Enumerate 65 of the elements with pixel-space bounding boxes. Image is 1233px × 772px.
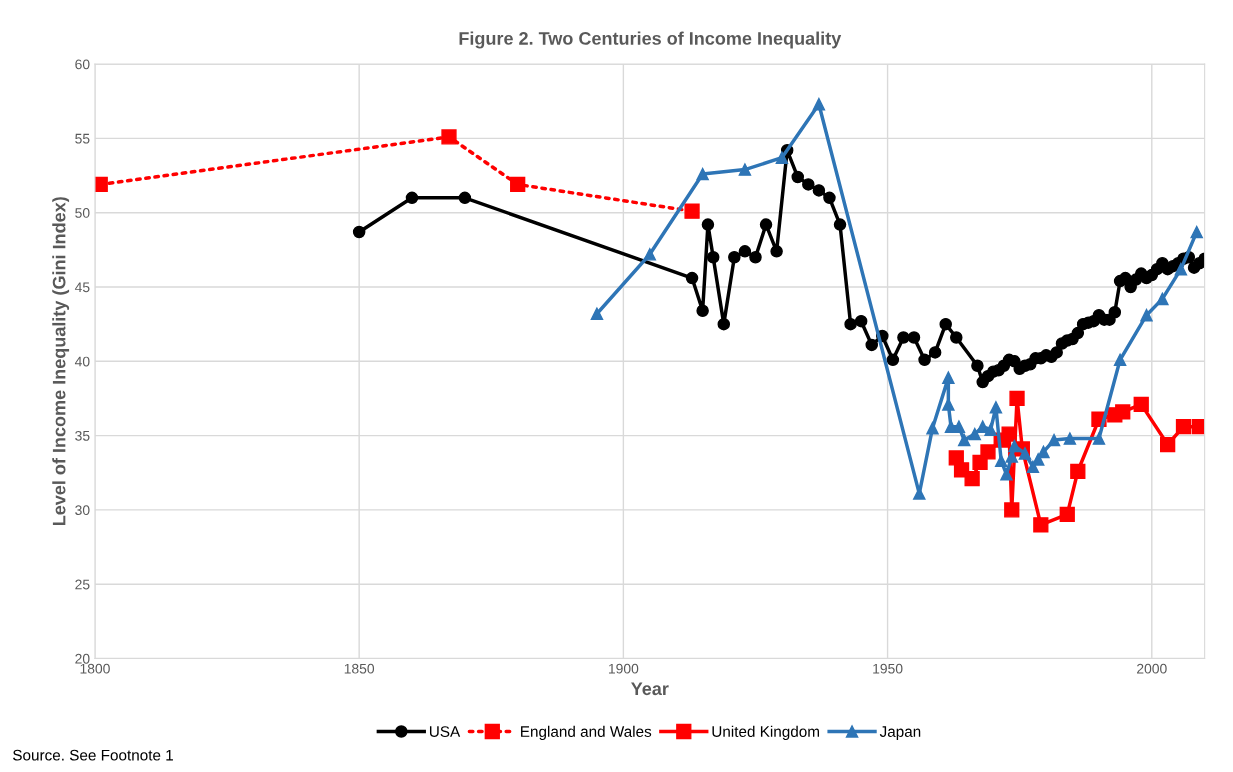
- point: [1018, 447, 1032, 460]
- legend-label: Japan: [879, 726, 921, 741]
- point: [994, 454, 1008, 468]
- point: [964, 471, 980, 487]
- y-tick-label: 30: [75, 505, 90, 516]
- point: [942, 371, 955, 384]
- point: [1070, 463, 1086, 479]
- chart-title: Figure 2. Two Centuries of Income Inequality: [459, 31, 842, 49]
- point: [1174, 262, 1188, 276]
- point: [1001, 426, 1017, 442]
- x-tick-label: 1800: [80, 663, 110, 674]
- point: [926, 421, 939, 435]
- point: [1000, 467, 1013, 481]
- point: [1190, 225, 1203, 239]
- point: [1140, 308, 1153, 322]
- legend-label: USA: [429, 726, 461, 737]
- y-tick-label: 60: [75, 59, 90, 70]
- point: [1033, 517, 1049, 533]
- point: [510, 176, 526, 193]
- point: [980, 444, 996, 460]
- point: [1113, 353, 1127, 367]
- y-tick-label: 50: [75, 208, 90, 218]
- point: [441, 129, 457, 145]
- point: [1005, 450, 1019, 463]
- point: [1156, 292, 1169, 306]
- y-tick-label: 35: [75, 430, 90, 441]
- point: [1047, 433, 1061, 447]
- y-tick-label: 45: [74, 282, 90, 293]
- point: [1160, 436, 1176, 453]
- point: [984, 423, 997, 436]
- point: [1004, 502, 1020, 518]
- y-tick-label: 55: [75, 133, 90, 144]
- legend-label: United Kingdom: [712, 725, 819, 741]
- point: [1115, 404, 1131, 420]
- y-tick-label: 40: [74, 356, 90, 367]
- x-axis-title: Year: [631, 682, 669, 696]
- point: [957, 433, 971, 447]
- point: [94, 176, 108, 193]
- point: [1133, 396, 1149, 413]
- point: [643, 248, 657, 261]
- point: [590, 307, 604, 320]
- y-tick-label: 20: [75, 653, 90, 664]
- legend-label: England and Wales: [521, 725, 652, 741]
- x-tick-label: 1900: [608, 663, 639, 674]
- y-tick-label: 25: [75, 579, 90, 590]
- x-tick-label: 2000: [1137, 663, 1167, 674]
- x-tick-label: 1850: [344, 663, 375, 674]
- point: [812, 97, 826, 111]
- point: [1008, 439, 1021, 453]
- point: [696, 167, 709, 181]
- source-note: Source. See Footnote 1: [13, 749, 173, 761]
- point: [1092, 432, 1106, 445]
- point: [989, 401, 1003, 414]
- point: [1063, 432, 1077, 445]
- point: [738, 163, 752, 176]
- point: [684, 203, 700, 219]
- point: [1037, 445, 1050, 459]
- point: [1191, 419, 1205, 435]
- point: [1059, 506, 1075, 523]
- point: [1175, 419, 1192, 435]
- point: [968, 427, 982, 441]
- point: [775, 151, 789, 164]
- point: [1009, 390, 1025, 407]
- y-axis-title: Level of Income Inequality (Gini Index): [52, 197, 70, 526]
- x-tick-label: 1950: [873, 663, 903, 674]
